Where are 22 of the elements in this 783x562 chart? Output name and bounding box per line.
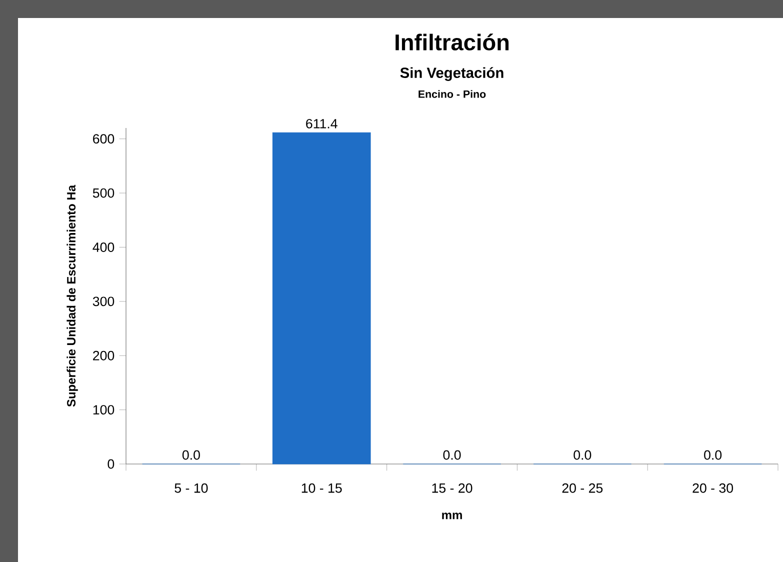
y-tick-label: 300 [92, 296, 114, 306]
data-label: 0.0 [704, 450, 722, 460]
chart-title: Infiltración [396, 34, 509, 50]
x-tick-label: 5 - 10 [174, 483, 208, 493]
x-tick-label: 15 - 20 [432, 483, 472, 493]
y-tick-label: 500 [92, 188, 114, 198]
data-label: 0.0 [574, 450, 592, 460]
x-axis-title: mm [442, 512, 462, 520]
data-label: 0.0 [182, 450, 200, 460]
chart-subtitle: Sin Vegetación [400, 67, 504, 81]
y-tick-label: 100 [93, 405, 114, 415]
y-tick-label: 600 [93, 134, 114, 144]
data-label: 0.0 [443, 450, 461, 460]
text: Encino - Pino [418, 90, 486, 98]
y-tick-label: 0 [108, 459, 114, 469]
y-tick-label: 200 [93, 350, 114, 360]
y-axis-title: Superficie Unidad de Escurrimiento Ha [66, 184, 78, 407]
x-tick-label: 10 - 15 [302, 483, 342, 493]
data-label: 611.4 [306, 118, 338, 128]
x-tick-label: 20 - 30 [692, 483, 734, 493]
y-tick-label: 400 [92, 242, 114, 252]
x-tick-label: 20 - 25 [562, 483, 603, 493]
